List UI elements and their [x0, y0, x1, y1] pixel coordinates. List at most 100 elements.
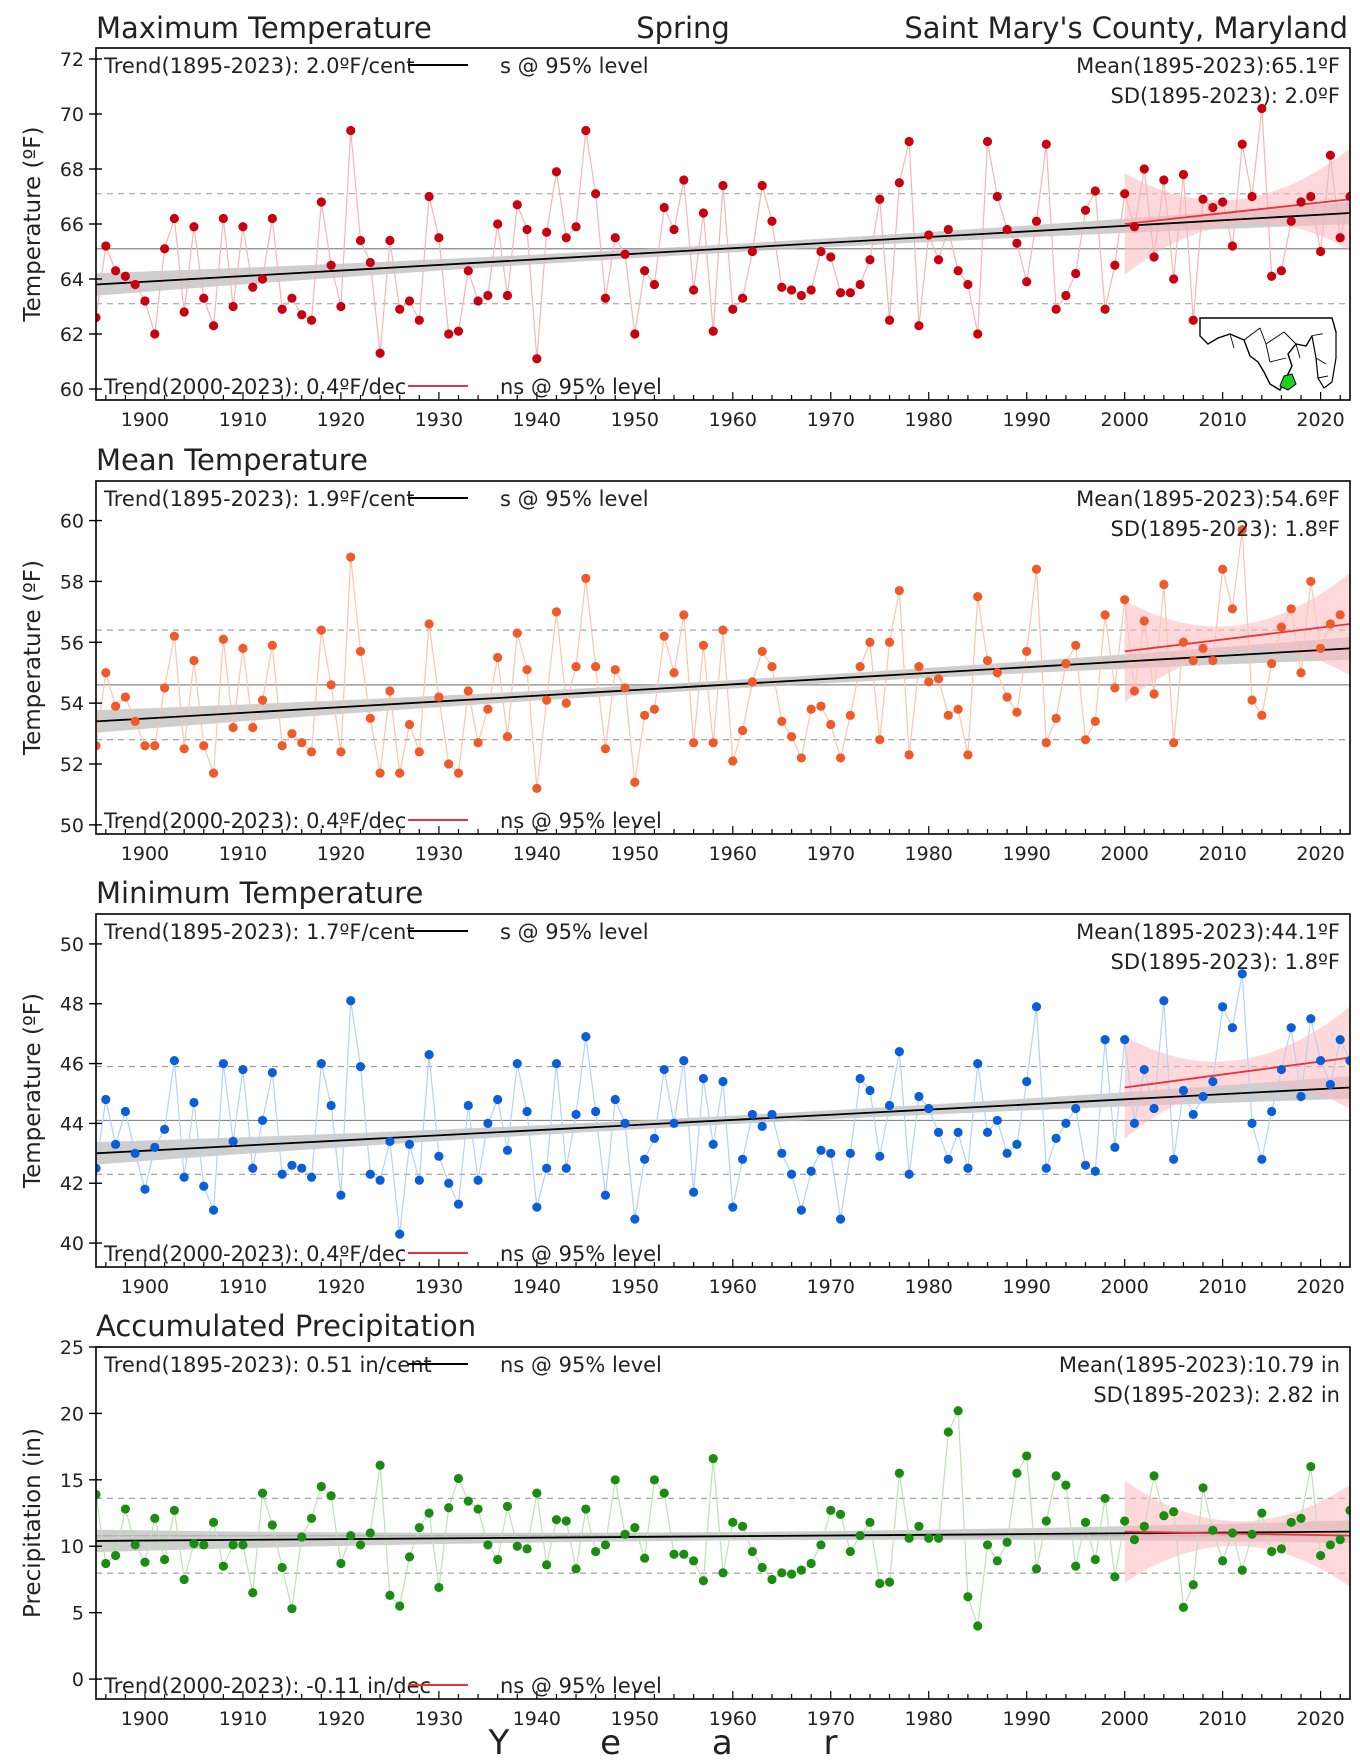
data-point: [551, 167, 562, 177]
data-point: [159, 1554, 170, 1565]
chart-title-left: Maximum Temperature: [96, 11, 432, 45]
data-point: [865, 1085, 875, 1096]
data-point: [610, 233, 620, 243]
y-tick-label: 10: [60, 1536, 84, 1558]
data-point: [404, 296, 415, 306]
data-point: [130, 279, 140, 290]
data-point: [1169, 1154, 1179, 1164]
data-point: [365, 713, 375, 723]
data-point: [248, 722, 258, 733]
data-point: [1316, 1550, 1326, 1561]
recent-trend-significance: ns @ 95% level: [500, 1674, 662, 1698]
data-point: [336, 301, 346, 312]
data-point: [1051, 1133, 1061, 1143]
data-point: [238, 222, 248, 232]
data-point: [835, 1214, 846, 1224]
data-point: [1188, 1109, 1198, 1120]
data-point: [424, 191, 434, 202]
y-tick-label: 60: [60, 379, 84, 401]
data-point: [1276, 1544, 1287, 1554]
data-point: [835, 1509, 846, 1519]
data-point: [561, 1516, 571, 1526]
data-point: [630, 329, 640, 339]
x-tick-label: 2010: [1198, 1276, 1246, 1298]
data-point: [649, 704, 660, 714]
data-point: [865, 637, 875, 647]
data-point: [826, 719, 836, 730]
data-point: [473, 1504, 483, 1514]
data-point: [297, 310, 307, 320]
data-point: [1247, 1529, 1257, 1539]
data-point: [130, 1148, 140, 1158]
recent-trend-significance: ns @ 95% level: [500, 375, 662, 399]
data-point: [1090, 1554, 1100, 1565]
data-point: [591, 1106, 601, 1117]
y-tick-label: 68: [60, 159, 84, 181]
data-point: [424, 1508, 434, 1518]
data-point: [1178, 637, 1189, 647]
data-point: [120, 1504, 130, 1514]
data-point: [855, 1531, 865, 1541]
x-tick-label: 2020: [1296, 843, 1344, 865]
y-axis-label: Temperature (ºF): [20, 560, 46, 756]
data-point: [532, 783, 542, 793]
data-point: [1061, 1480, 1071, 1490]
data-point: [786, 732, 797, 742]
data-point: [1325, 619, 1336, 629]
data-point: [571, 222, 581, 232]
data-point: [336, 1190, 346, 1200]
data-point: [806, 704, 816, 714]
data-point: [1296, 668, 1306, 678]
data-point: [1080, 1517, 1091, 1527]
data-point: [287, 293, 297, 303]
x-tick-label: 1960: [709, 1708, 757, 1730]
data-point: [1139, 1064, 1149, 1075]
data-point: [542, 1560, 552, 1570]
plot-area: [96, 1406, 1350, 1631]
data-point: [1120, 1035, 1130, 1045]
trend-line: [96, 1086, 1350, 1155]
data-point: [512, 1058, 522, 1069]
data-point: [933, 255, 944, 265]
data-point: [522, 1544, 532, 1554]
data-point: [875, 1151, 885, 1161]
x-tick-label: 1900: [121, 409, 169, 431]
data-point: [1237, 139, 1247, 149]
data-point: [473, 1175, 483, 1185]
data-point: [208, 768, 219, 778]
data-point: [689, 1187, 699, 1197]
data-point: [1335, 1535, 1345, 1545]
x-tick-label: 1980: [905, 409, 953, 431]
data-point: [855, 1073, 865, 1084]
data-point: [875, 194, 885, 204]
data-point: [914, 1521, 924, 1531]
data-point: [816, 1145, 826, 1155]
data-point: [1002, 1148, 1012, 1158]
data-point: [659, 631, 669, 641]
data-point: [767, 662, 777, 672]
data-point: [865, 255, 875, 265]
data-point: [238, 1064, 248, 1075]
data-point: [120, 692, 130, 702]
county-borders: [1229, 327, 1329, 379]
data-point: [110, 701, 121, 711]
data-point: [453, 326, 464, 336]
data-point: [1061, 290, 1071, 301]
data-point: [884, 1577, 895, 1587]
data-point: [326, 260, 336, 270]
data-point: [542, 227, 552, 237]
y-tick-label: 44: [60, 1113, 84, 1135]
data-point: [140, 1184, 150, 1194]
x-tick-label: 1940: [513, 1708, 561, 1730]
data-point: [620, 1118, 630, 1129]
data-point: [150, 1513, 160, 1523]
data-point: [1041, 1163, 1051, 1173]
data-point: [757, 1121, 767, 1131]
data-point: [326, 1100, 336, 1111]
data-point: [728, 1517, 738, 1527]
data-point: [169, 631, 179, 641]
data-point: [777, 716, 787, 727]
data-point: [228, 301, 238, 312]
data-point: [845, 1546, 855, 1557]
data-point: [169, 1505, 179, 1515]
